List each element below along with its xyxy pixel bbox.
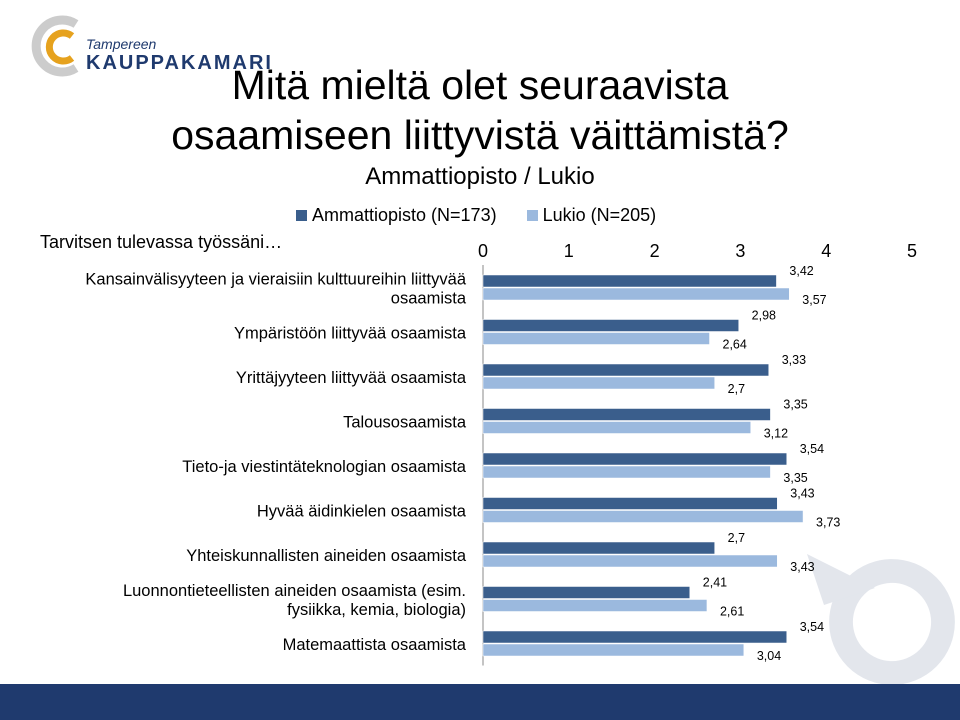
category-label: Talousosaamista — [343, 414, 467, 432]
data-label: 3,43 — [790, 487, 814, 501]
data-label: 3,73 — [816, 516, 840, 530]
data-label: 2,61 — [720, 605, 744, 619]
page-title-line1: Mitä mieltä olet seuraavista — [231, 62, 729, 108]
category-label: Ympäristöön liittyvää osaamista — [234, 325, 467, 343]
data-label: 3,54 — [800, 442, 824, 456]
bar-series1 — [482, 497, 778, 510]
bar-series2 — [482, 421, 751, 434]
data-label: 3,04 — [757, 649, 781, 663]
logo: Tampereen KAUPPAKAMARI — [28, 14, 271, 78]
bar-series2 — [482, 465, 771, 479]
category-label: Yhteiskunnallisten aineiden osaamista — [186, 547, 467, 565]
logo-text-top: Tampereen — [86, 36, 157, 52]
bar-series1 — [482, 363, 769, 377]
bar-series1 — [482, 452, 787, 466]
logo-mark-icon — [31, 15, 79, 77]
bar-series1 — [482, 319, 739, 332]
bar-series1 — [482, 541, 715, 555]
x-tick-label: 1 — [564, 241, 574, 261]
data-label: 3,33 — [782, 353, 806, 367]
data-label: 2,7 — [728, 382, 745, 396]
legend-label-series2: Lukio (N=205) — [542, 205, 657, 225]
section-label: Tarvitsen tulevassa työssäni… — [40, 232, 283, 252]
data-label: 2,7 — [728, 531, 745, 545]
data-label: 3,35 — [783, 398, 807, 412]
legend-swatch-series2 — [526, 210, 538, 221]
bar-series1 — [482, 586, 691, 599]
data-label: 3,54 — [800, 620, 824, 634]
data-label: 3,57 — [802, 293, 826, 307]
legend-swatch-series1 — [296, 210, 307, 221]
footer-bar — [0, 684, 960, 720]
data-label: 3,43 — [790, 560, 814, 574]
chart-subtitle: Ammattiopisto / Lukio — [365, 163, 595, 190]
category-label: Yrittäjyyteen liittyvää osaamista — [236, 369, 467, 387]
bar-series1 — [482, 274, 777, 288]
bar-series2 — [482, 287, 790, 301]
data-label: 2,64 — [723, 338, 747, 352]
category-label: fysiikka, kemia, biologia) — [287, 601, 466, 619]
category-label: Matemaattista osaamista — [283, 636, 467, 654]
bar-series2 — [482, 332, 710, 345]
x-tick-label: 0 — [478, 241, 488, 261]
category-label: Hyvää äidinkielen osaamista — [257, 503, 467, 521]
gear-watermark-icon — [807, 554, 955, 685]
x-tick-label: 4 — [821, 241, 831, 261]
x-tick-label: 3 — [735, 241, 745, 261]
bar-series1 — [482, 630, 787, 644]
legend-label-series1: Ammattiopisto (N=173) — [312, 205, 497, 225]
page-title-line2: osaamiseen liittyvistä väittämistä? — [171, 112, 789, 158]
category-label: osaamista — [391, 290, 467, 308]
data-label: 3,42 — [789, 264, 813, 278]
data-label: 2,98 — [752, 309, 776, 323]
x-tick-label: 5 — [907, 241, 917, 261]
data-label: 3,35 — [783, 471, 807, 485]
category-label: Luonnontieteellisten aineiden osaamista … — [123, 582, 466, 600]
data-label: 2,41 — [703, 576, 727, 590]
bar-series2 — [482, 510, 804, 523]
chart-legend: Ammattiopisto (N=173) Lukio (N=205) — [296, 205, 656, 226]
category-label: Tieto-ja viestintäteknologian osaamista — [182, 458, 467, 476]
bar-series2 — [482, 599, 708, 612]
logo-text-main: KAUPPAKAMARI — [86, 52, 273, 74]
bar-series2 — [482, 554, 778, 568]
bar-series2 — [482, 376, 715, 390]
data-label: 3,12 — [764, 427, 788, 441]
category-label: Kansainvälisyyteen ja vieraisiin kulttuu… — [85, 271, 466, 289]
x-tick-label: 2 — [650, 241, 660, 261]
bar-series2 — [482, 643, 745, 657]
bar-series1 — [482, 408, 771, 421]
